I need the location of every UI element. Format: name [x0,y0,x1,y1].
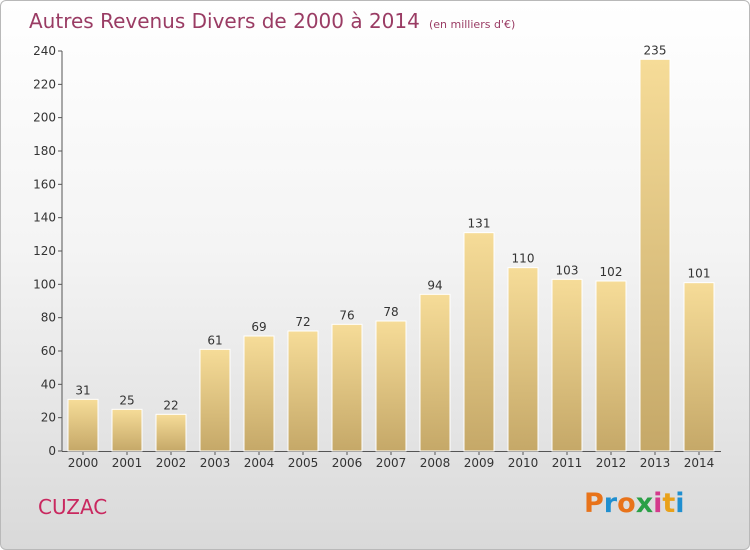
data-label: 102 [600,265,623,279]
data-label: 78 [383,305,398,319]
logo-letter: x [635,488,654,519]
x-tick-label: 2005 [288,456,319,470]
bar [639,58,671,452]
bar [551,278,583,452]
chart-title: Autres Revenus Divers de 2000 à 2014 [29,9,420,33]
bar [375,320,407,452]
commune-name: CUZAC [38,495,108,519]
bar [287,330,319,452]
proxiti-logo: Proxiti [584,488,685,519]
data-label: 103 [556,263,579,277]
data-label: 101 [688,267,711,281]
chart-title-block: Autres Revenus Divers de 2000 à 2014 (en… [29,9,515,33]
chart-axes: 0 20 40 60 80 100 120 140 160 180 200 220 240 2000 200… [33,44,721,470]
y-tick-label: 60 [41,344,56,358]
x-tick-label: 2000 [68,456,99,470]
data-label: 94 [427,278,442,292]
logo-letter: P [584,488,604,519]
y-tick-label: 80 [41,311,56,325]
x-tick-label: 2001 [112,456,143,470]
bar [331,323,363,452]
y-tick-label: 220 [33,77,56,91]
x-tick-label: 2009 [464,456,495,470]
y-tick-label: 200 [33,111,56,125]
logo-letter: i [653,488,663,519]
data-label: 69 [251,320,266,334]
logo-letter: i [675,488,685,519]
y-tick-label: 100 [33,277,56,291]
y-tick-label: 40 [41,377,56,391]
x-tick-label: 2014 [684,456,715,470]
chart-bars [67,58,715,452]
x-tick-label: 2011 [552,456,583,470]
logo-letter: t [662,488,676,519]
data-label: 31 [75,383,90,397]
bar [595,280,627,452]
data-label: 25 [119,393,134,407]
y-tick-label: 140 [33,211,56,225]
y-tick-label: 120 [33,244,56,258]
x-tick-label: 2003 [200,456,231,470]
data-label: 131 [468,217,491,231]
x-tick-label: 2012 [596,456,627,470]
bar [67,398,99,452]
x-tick-label: 2004 [244,456,275,470]
data-label: 61 [207,333,222,347]
x-tick-label: 2002 [156,456,187,470]
bar [111,408,143,452]
bar [243,335,275,452]
x-tick-label: 2013 [640,456,671,470]
x-tick-label: 2008 [420,456,451,470]
chart-unit: (en milliers d'€) [428,18,516,31]
logo-letter: r [603,488,618,519]
bar [683,282,715,452]
x-tick-label: 2007 [376,456,407,470]
data-label: 110 [512,252,535,266]
logo-letter: o [617,488,636,519]
bar [155,413,187,452]
data-label: 235 [644,43,667,57]
data-label: 76 [339,308,354,322]
y-tick-label: 20 [41,411,56,425]
bar [463,232,495,452]
chart-data-labels: 31 25 22 61 69 72 76 78 94 131 110 103 102 235 101 [75,43,710,412]
data-label: 22 [163,398,178,412]
bar [507,267,539,452]
y-tick-label: 0 [48,444,56,458]
bar [419,293,451,452]
bar [199,348,231,452]
data-label: 72 [295,315,310,329]
x-tick-label: 2010 [508,456,539,470]
y-tick-label: 240 [33,44,56,58]
y-tick-label: 180 [33,144,56,158]
x-tick-label: 2006 [332,456,363,470]
y-tick-label: 160 [33,177,56,191]
